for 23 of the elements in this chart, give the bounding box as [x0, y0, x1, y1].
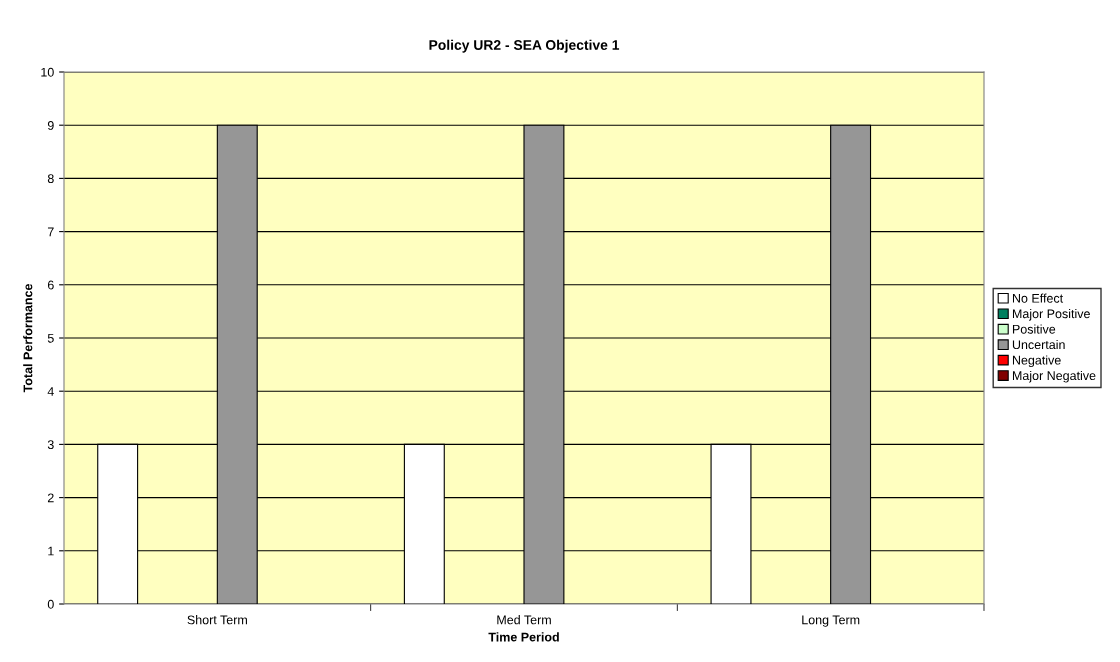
legend-label: No Effect	[1012, 293, 1064, 303]
y-tick-label: 7	[47, 227, 54, 237]
y-tick-label: 9	[47, 121, 54, 130]
y-tick-label: 0	[47, 599, 54, 609]
y-tick-label: 3	[47, 440, 54, 450]
y-tick-label: 1	[48, 546, 54, 556]
legend-label: Major Positive	[1012, 309, 1090, 321]
y-tick-label: 8	[47, 174, 54, 184]
y-tick-label: 10	[41, 67, 54, 77]
x-axis-title: Time Period	[488, 632, 559, 642]
y-tick-label: 5	[47, 333, 54, 343]
legend-label: Negative	[1012, 355, 1061, 368]
x-tick-label: Med Term	[497, 615, 551, 625]
legend-label: Uncertain	[1012, 339, 1065, 350]
y-tick-label: 6	[47, 280, 54, 290]
y-axis-title: Total Performance	[23, 284, 33, 393]
legend-label: Positive	[1012, 324, 1056, 334]
y-tick-label: 4	[47, 387, 54, 396]
x-tick-label: Short Term	[187, 615, 247, 625]
y-tick-label: 2	[47, 493, 54, 503]
chart-title: Policy UR2 - SEA Objective 1	[429, 39, 620, 53]
x-tick-label: Long Term	[802, 615, 860, 627]
legend-label: Major Negative	[1012, 370, 1096, 383]
